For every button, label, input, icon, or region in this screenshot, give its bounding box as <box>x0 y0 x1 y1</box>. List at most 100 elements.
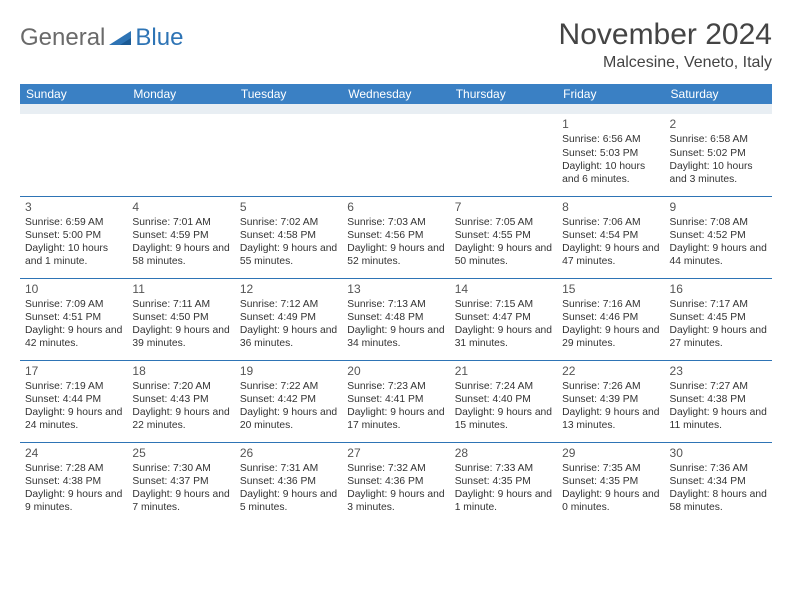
daylight-text: Daylight: 9 hours and 1 minute. <box>455 488 552 514</box>
sunrise-text: Sunrise: 7:11 AM <box>132 298 229 311</box>
sunset-text: Sunset: 4:42 PM <box>240 393 337 406</box>
sunrise-text: Sunrise: 7:16 AM <box>562 298 659 311</box>
daylight-text: Daylight: 9 hours and 50 minutes. <box>455 242 552 268</box>
sunset-text: Sunset: 4:59 PM <box>132 229 229 242</box>
weekday-wed: Wednesday <box>342 84 449 104</box>
sunrise-text: Sunrise: 7:19 AM <box>25 380 122 393</box>
sunrise-text: Sunrise: 7:28 AM <box>25 462 122 475</box>
daylight-text: Daylight: 9 hours and 11 minutes. <box>670 406 767 432</box>
daylight-text: Daylight: 9 hours and 9 minutes. <box>25 488 122 514</box>
sunset-text: Sunset: 4:40 PM <box>455 393 552 406</box>
sunset-text: Sunset: 5:02 PM <box>670 147 767 160</box>
sunrise-text: Sunrise: 6:59 AM <box>25 216 122 229</box>
sunset-text: Sunset: 5:03 PM <box>562 147 659 160</box>
calendar-day-cell: 23Sunrise: 7:27 AMSunset: 4:38 PMDayligh… <box>665 360 772 442</box>
day-number: 30 <box>670 446 767 461</box>
day-number: 29 <box>562 446 659 461</box>
sunrise-text: Sunrise: 7:20 AM <box>132 380 229 393</box>
sunset-text: Sunset: 4:43 PM <box>132 393 229 406</box>
sunset-text: Sunset: 5:00 PM <box>25 229 122 242</box>
sunset-text: Sunset: 4:47 PM <box>455 311 552 324</box>
daylight-text: Daylight: 9 hours and 31 minutes. <box>455 324 552 350</box>
sunset-text: Sunset: 4:35 PM <box>455 475 552 488</box>
weekday-sat: Saturday <box>665 84 772 104</box>
daylight-text: Daylight: 9 hours and 36 minutes. <box>240 324 337 350</box>
title-block: November 2024 Malcesine, Veneto, Italy <box>559 18 772 72</box>
sunset-text: Sunset: 4:34 PM <box>670 475 767 488</box>
calendar-day-cell <box>127 114 234 196</box>
calendar-week-row: 3Sunrise: 6:59 AMSunset: 5:00 PMDaylight… <box>20 196 772 278</box>
weekday-thu: Thursday <box>450 84 557 104</box>
sunrise-text: Sunrise: 7:27 AM <box>670 380 767 393</box>
sunset-text: Sunset: 4:39 PM <box>562 393 659 406</box>
sunrise-text: Sunrise: 7:24 AM <box>455 380 552 393</box>
day-number: 4 <box>132 200 229 215</box>
daylight-text: Daylight: 9 hours and 3 minutes. <box>347 488 444 514</box>
sunrise-text: Sunrise: 7:35 AM <box>562 462 659 475</box>
day-number: 14 <box>455 282 552 297</box>
daylight-text: Daylight: 9 hours and 29 minutes. <box>562 324 659 350</box>
calendar-day-cell: 13Sunrise: 7:13 AMSunset: 4:48 PMDayligh… <box>342 278 449 360</box>
sunset-text: Sunset: 4:36 PM <box>240 475 337 488</box>
day-number: 9 <box>670 200 767 215</box>
calendar-table: Sunday Monday Tuesday Wednesday Thursday… <box>20 84 772 524</box>
calendar-day-cell: 18Sunrise: 7:20 AMSunset: 4:43 PMDayligh… <box>127 360 234 442</box>
sunset-text: Sunset: 4:54 PM <box>562 229 659 242</box>
day-number: 16 <box>670 282 767 297</box>
daylight-text: Daylight: 10 hours and 1 minute. <box>25 242 122 268</box>
calendar-day-cell: 11Sunrise: 7:11 AMSunset: 4:50 PMDayligh… <box>127 278 234 360</box>
calendar-week-row: 17Sunrise: 7:19 AMSunset: 4:44 PMDayligh… <box>20 360 772 442</box>
daylight-text: Daylight: 9 hours and 55 minutes. <box>240 242 337 268</box>
sunrise-text: Sunrise: 7:13 AM <box>347 298 444 311</box>
day-number: 6 <box>347 200 444 215</box>
calendar-body: 1Sunrise: 6:56 AMSunset: 5:03 PMDaylight… <box>20 114 772 524</box>
day-number: 8 <box>562 200 659 215</box>
sunset-text: Sunset: 4:51 PM <box>25 311 122 324</box>
day-number: 13 <box>347 282 444 297</box>
day-number: 2 <box>670 117 767 132</box>
calendar-day-cell: 26Sunrise: 7:31 AMSunset: 4:36 PMDayligh… <box>235 442 342 524</box>
sunrise-text: Sunrise: 7:32 AM <box>347 462 444 475</box>
sunset-text: Sunset: 4:36 PM <box>347 475 444 488</box>
weekday-mon: Monday <box>127 84 234 104</box>
sunrise-text: Sunrise: 7:36 AM <box>670 462 767 475</box>
month-title: November 2024 <box>559 18 772 52</box>
daylight-text: Daylight: 9 hours and 52 minutes. <box>347 242 444 268</box>
sunset-text: Sunset: 4:56 PM <box>347 229 444 242</box>
day-number: 3 <box>25 200 122 215</box>
day-number: 1 <box>562 117 659 132</box>
calendar-day-cell: 27Sunrise: 7:32 AMSunset: 4:36 PMDayligh… <box>342 442 449 524</box>
calendar-day-cell: 19Sunrise: 7:22 AMSunset: 4:42 PMDayligh… <box>235 360 342 442</box>
calendar-day-cell: 22Sunrise: 7:26 AMSunset: 4:39 PMDayligh… <box>557 360 664 442</box>
sunrise-text: Sunrise: 7:08 AM <box>670 216 767 229</box>
calendar-day-cell: 24Sunrise: 7:28 AMSunset: 4:38 PMDayligh… <box>20 442 127 524</box>
calendar-day-cell: 9Sunrise: 7:08 AMSunset: 4:52 PMDaylight… <box>665 196 772 278</box>
sunrise-text: Sunrise: 7:23 AM <box>347 380 444 393</box>
sunset-text: Sunset: 4:37 PM <box>132 475 229 488</box>
sunrise-text: Sunrise: 7:17 AM <box>670 298 767 311</box>
sunset-text: Sunset: 4:48 PM <box>347 311 444 324</box>
day-number: 11 <box>132 282 229 297</box>
logo-word-2: Blue <box>135 24 183 52</box>
day-number: 15 <box>562 282 659 297</box>
day-number: 19 <box>240 364 337 379</box>
sunset-text: Sunset: 4:35 PM <box>562 475 659 488</box>
sunrise-text: Sunrise: 7:33 AM <box>455 462 552 475</box>
daylight-text: Daylight: 9 hours and 17 minutes. <box>347 406 444 432</box>
daylight-text: Daylight: 10 hours and 3 minutes. <box>670 160 767 186</box>
daylight-text: Daylight: 9 hours and 5 minutes. <box>240 488 337 514</box>
calendar-day-cell: 8Sunrise: 7:06 AMSunset: 4:54 PMDaylight… <box>557 196 664 278</box>
sunrise-text: Sunrise: 7:15 AM <box>455 298 552 311</box>
calendar-day-cell: 21Sunrise: 7:24 AMSunset: 4:40 PMDayligh… <box>450 360 557 442</box>
calendar-day-cell: 25Sunrise: 7:30 AMSunset: 4:37 PMDayligh… <box>127 442 234 524</box>
sunset-text: Sunset: 4:41 PM <box>347 393 444 406</box>
calendar-day-cell: 4Sunrise: 7:01 AMSunset: 4:59 PMDaylight… <box>127 196 234 278</box>
sunrise-text: Sunrise: 7:03 AM <box>347 216 444 229</box>
daylight-text: Daylight: 9 hours and 42 minutes. <box>25 324 122 350</box>
calendar-day-cell: 28Sunrise: 7:33 AMSunset: 4:35 PMDayligh… <box>450 442 557 524</box>
day-number: 20 <box>347 364 444 379</box>
location-subtitle: Malcesine, Veneto, Italy <box>559 54 772 72</box>
sunrise-text: Sunrise: 7:22 AM <box>240 380 337 393</box>
calendar-day-cell: 5Sunrise: 7:02 AMSunset: 4:58 PMDaylight… <box>235 196 342 278</box>
logo: General Blue <box>20 18 183 52</box>
